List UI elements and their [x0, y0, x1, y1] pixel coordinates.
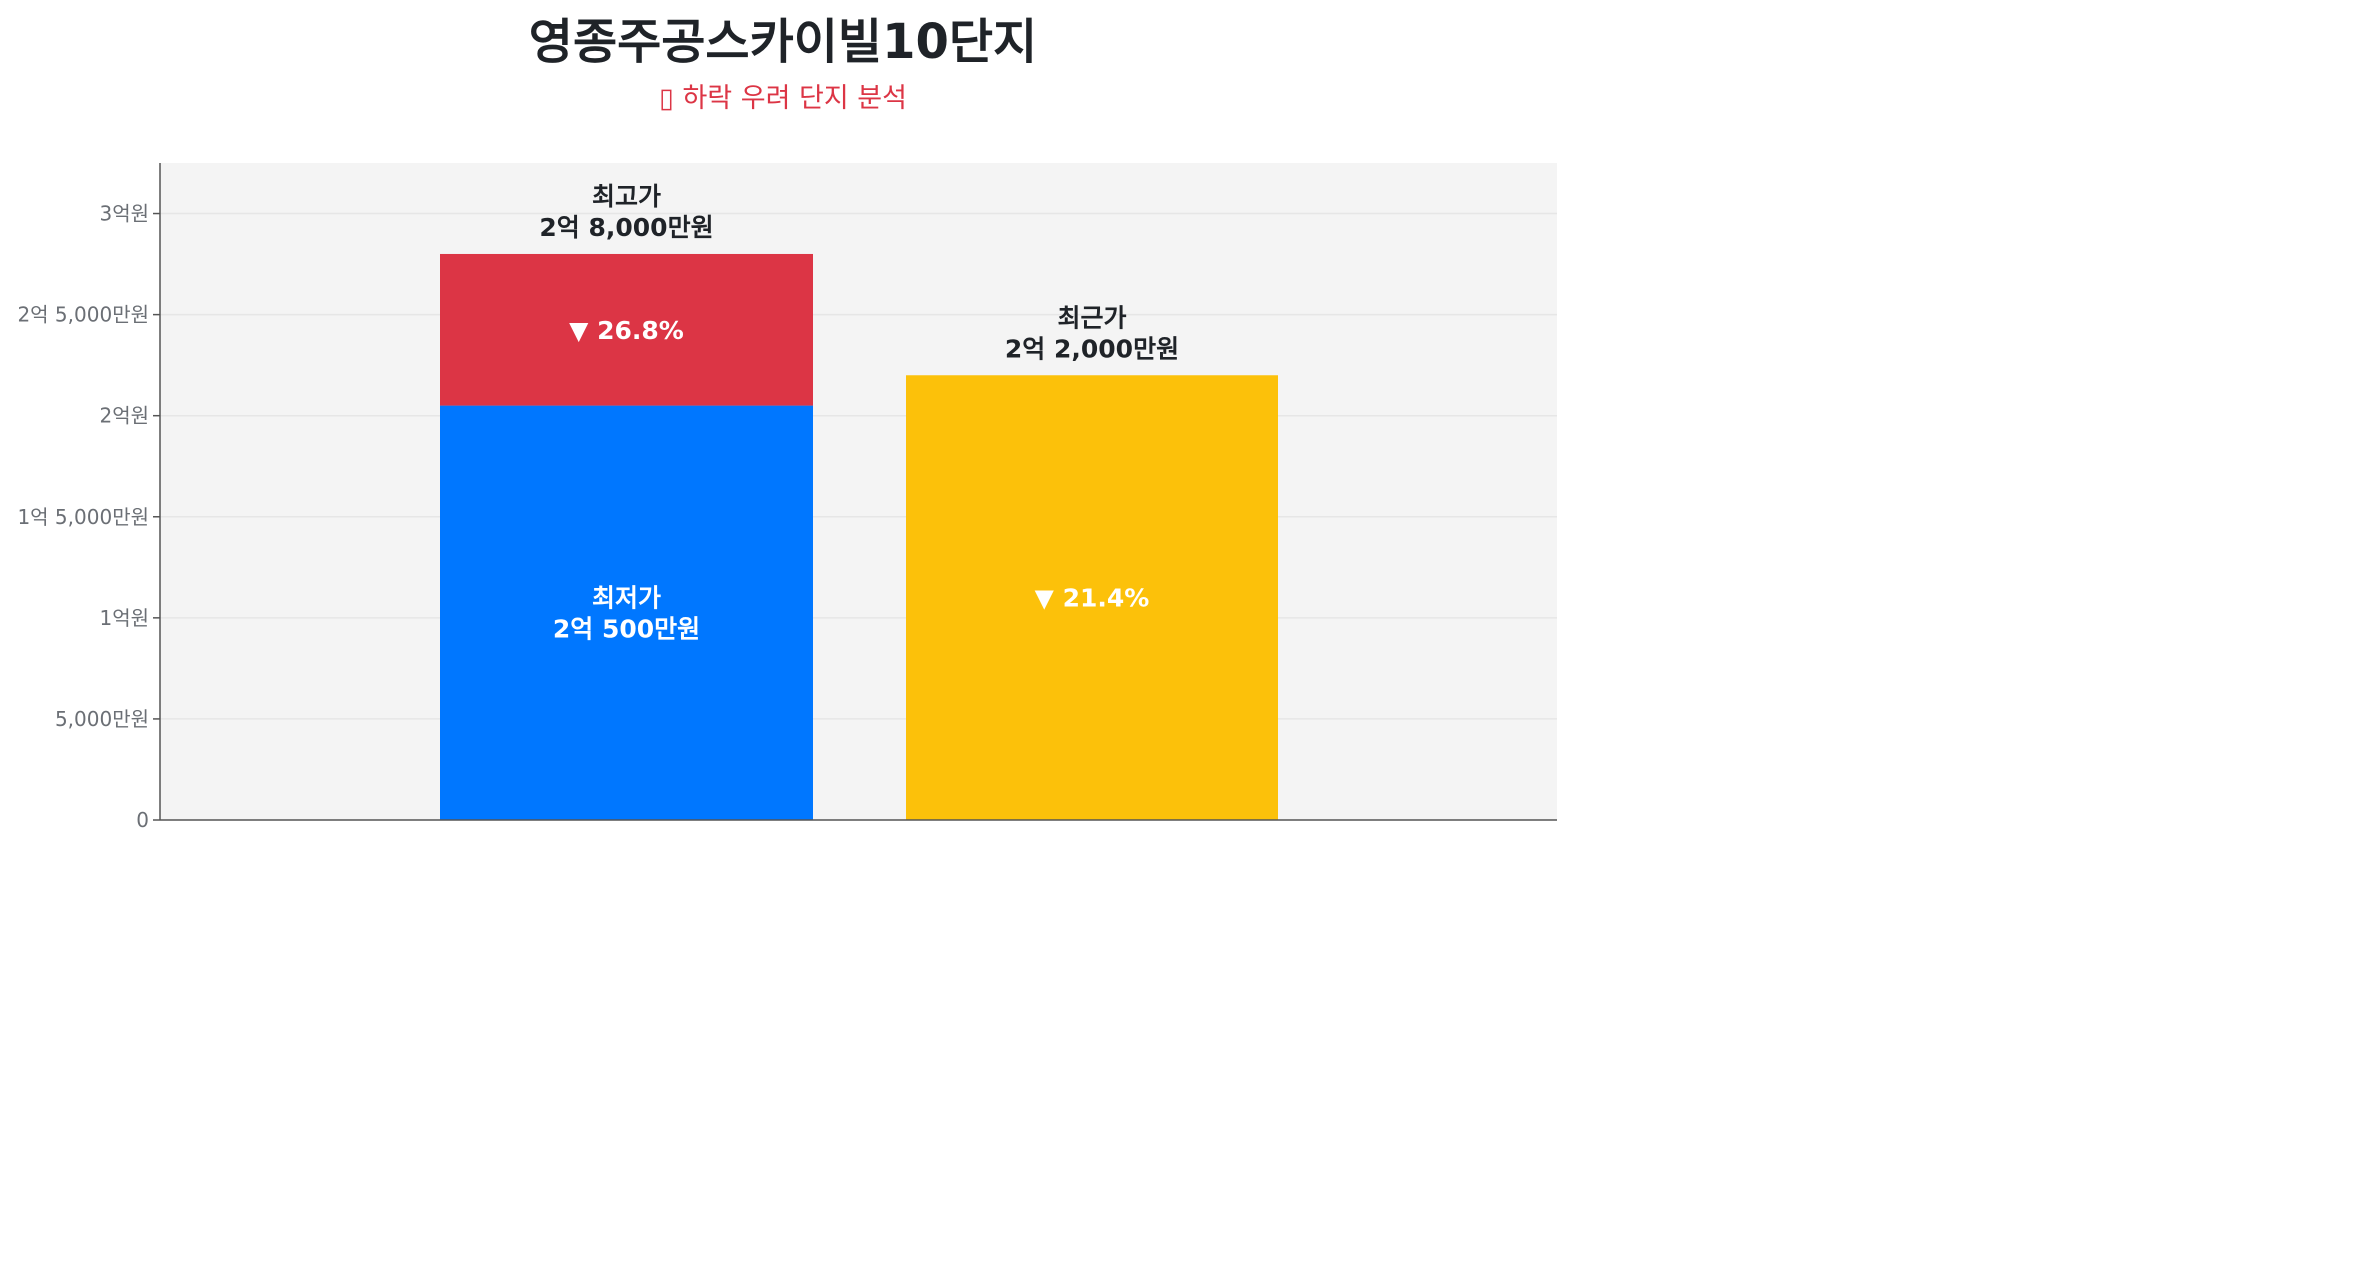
- y-tick-label: 1억원: [99, 606, 149, 630]
- bar-segment-drop: [440, 253, 813, 406]
- y-tick-label: 3억원: [99, 202, 149, 226]
- bar-top-label: 최근가: [1057, 303, 1126, 332]
- bar-segment-lowest: [440, 405, 813, 820]
- bar-segment-label: 최저가: [592, 583, 661, 612]
- bar-top-label: 2억 8,000만원: [539, 213, 713, 242]
- y-tick-label: 2억 5,000만원: [17, 303, 149, 327]
- bar-top-label: 2억 2,000만원: [1005, 334, 1179, 363]
- bar-segment-label: ▼ 26.8%: [569, 316, 684, 345]
- bar-top-label: 최고가: [592, 182, 661, 211]
- plot-area: [160, 163, 1557, 820]
- y-tick-label: 5,000만원: [55, 707, 149, 731]
- y-tick-label: 0: [136, 808, 149, 832]
- bar-segment-label: 2억 500만원: [553, 614, 700, 643]
- y-tick-label: 2억원: [99, 404, 149, 428]
- chart-subtitle: ▯ 하락 우려 단지 분석: [659, 83, 907, 114]
- bar-segment-recent: [906, 375, 1278, 820]
- chart-title: 영종주공스카이빌10단지: [528, 14, 1038, 70]
- y-tick-label: 1억 5,000만원: [17, 505, 149, 529]
- bar-segment-label: ▼ 21.4%: [1035, 584, 1150, 613]
